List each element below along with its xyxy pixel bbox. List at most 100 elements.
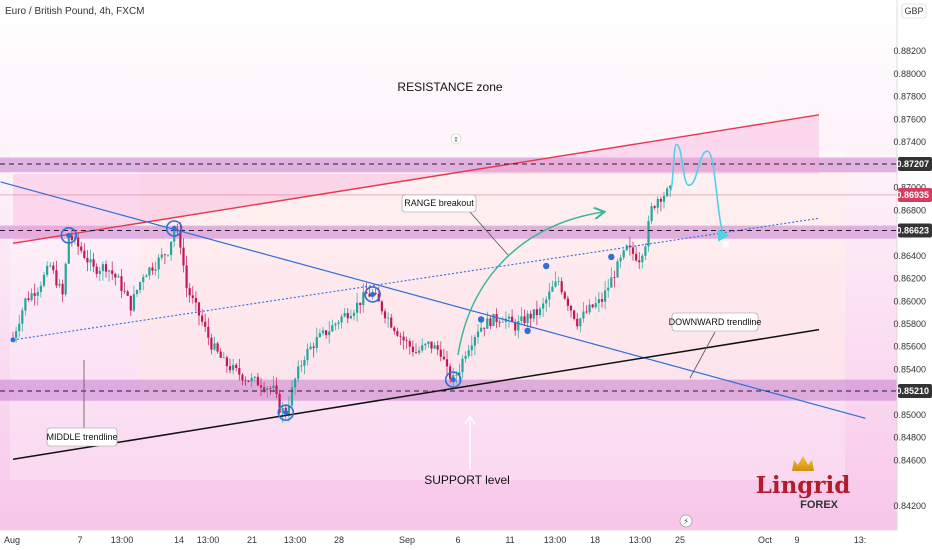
candle <box>334 322 337 331</box>
candle <box>238 358 241 381</box>
zone-band-1 <box>0 225 897 239</box>
time-tick-17: 13: <box>854 535 867 545</box>
middle-trendline-start <box>10 337 16 343</box>
candle <box>343 308 346 318</box>
candle <box>352 309 356 321</box>
svg-text:0.86935: 0.86935 <box>896 190 929 200</box>
candle <box>36 287 39 306</box>
price-tick-9: 0.86000 <box>893 296 926 306</box>
candle <box>647 215 650 252</box>
candle <box>142 274 145 291</box>
candle <box>473 334 476 356</box>
currency-badge[interactable]: GBP <box>901 3 927 19</box>
price-tick-14: 0.84800 <box>893 433 926 443</box>
chart-title: Euro / British Pound, 4h, FXCM <box>5 6 145 17</box>
price-tick-5: 0.87000 <box>893 183 926 193</box>
point-4 <box>444 371 462 388</box>
candle <box>498 319 501 328</box>
price-tick-4: 0.87400 <box>893 137 926 147</box>
candle <box>427 340 430 348</box>
candle <box>489 316 492 330</box>
event-flash-icon[interactable]: ⚡ <box>679 514 693 528</box>
time-ticks: Aug 7 13:00 14 13:00 21 13:00 28 Sep 6 11 13:00 18 13… <box>4 535 866 545</box>
candle <box>15 326 18 343</box>
candle <box>331 319 334 332</box>
candle <box>613 270 616 288</box>
candle <box>604 281 607 310</box>
candle <box>312 342 315 358</box>
price-tick-10: 0.85800 <box>893 319 926 329</box>
candle <box>55 260 58 289</box>
candle <box>588 299 591 315</box>
candle <box>560 277 563 295</box>
candle <box>188 283 191 303</box>
candle <box>666 186 669 198</box>
time-tick-8: Sep <box>399 535 415 545</box>
candle <box>359 302 362 314</box>
candle <box>445 351 449 376</box>
candle <box>160 247 163 261</box>
candle <box>77 233 80 256</box>
price-tag-1: 0.86935 <box>896 187 932 202</box>
candle <box>253 375 256 382</box>
candle <box>659 196 662 212</box>
time-tick-15: Oct <box>758 535 773 545</box>
candle <box>418 346 421 356</box>
point-7 <box>543 262 550 270</box>
candle <box>597 291 600 313</box>
downward-trendline-callout: DOWNWARD trendline <box>669 312 762 379</box>
candle <box>70 228 73 247</box>
price-tag-3: 0.85210 <box>896 384 932 399</box>
price-axis[interactable] <box>897 0 932 550</box>
candle <box>182 238 185 273</box>
candle <box>356 292 359 322</box>
candle <box>396 327 399 337</box>
candle <box>464 351 467 363</box>
price-ticks: 0.88200 0.88000 0.87800 0.87600 0.87400 0.870… <box>893 46 926 511</box>
candle <box>476 324 480 344</box>
candle <box>306 343 309 366</box>
point-1 <box>165 220 183 237</box>
candle <box>219 348 222 358</box>
alert-icon[interactable]: ⇕ <box>450 133 462 145</box>
time-tick-13: 13:00 <box>629 535 652 545</box>
point-8 <box>608 253 615 261</box>
candle <box>321 326 325 336</box>
candle <box>650 202 653 225</box>
candle <box>18 314 21 338</box>
candle <box>538 306 542 319</box>
candle <box>287 396 290 422</box>
candle <box>272 375 275 393</box>
time-tick-12: 18 <box>590 535 600 545</box>
svg-text:DOWNWARD trendline: DOWNWARD trendline <box>669 317 762 327</box>
candle <box>526 310 529 328</box>
candle <box>635 246 638 263</box>
candle <box>213 336 216 352</box>
candle <box>414 343 418 354</box>
candle <box>197 301 201 326</box>
candle <box>380 300 383 315</box>
candle <box>368 287 371 298</box>
price-tick-2: 0.87800 <box>893 92 926 102</box>
candle <box>411 340 414 357</box>
candle <box>532 309 535 322</box>
candle <box>303 356 306 375</box>
candle <box>436 340 439 356</box>
candle <box>120 269 123 299</box>
candle <box>548 283 551 308</box>
price-tick-12: 0.85400 <box>893 364 926 374</box>
candle <box>576 312 579 330</box>
middle-trendline-callout: MIDDLE trendline <box>46 360 118 447</box>
candle <box>523 309 526 327</box>
candle <box>256 372 259 386</box>
candle <box>399 332 402 345</box>
time-axis[interactable] <box>0 530 897 550</box>
candle <box>517 315 520 339</box>
candle <box>631 241 635 261</box>
price-tick-13: 0.85000 <box>893 410 926 420</box>
candle <box>83 243 86 260</box>
candle <box>346 308 349 323</box>
candle <box>201 308 204 326</box>
